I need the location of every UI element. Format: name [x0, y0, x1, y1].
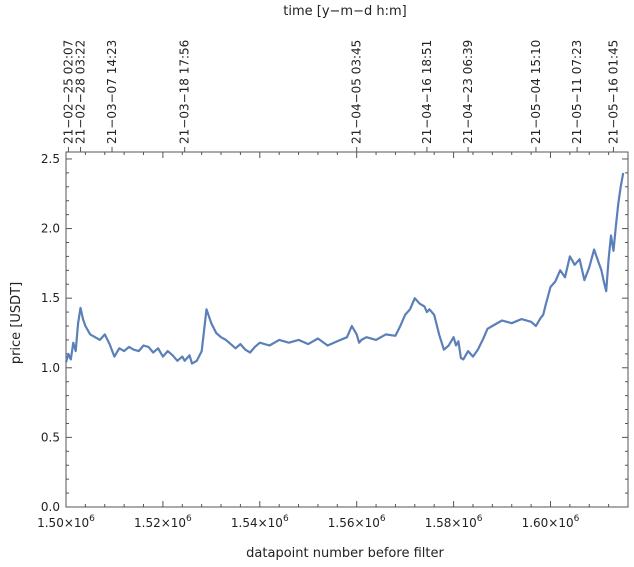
y-axis-ticks: 0.0 0.5 1.0 1.5 2.0 2.5 — [41, 152, 628, 514]
top-tick-label: 21−03−18 17:56 — [178, 40, 192, 144]
y-tick-label: 1.0 — [41, 361, 60, 375]
top-tick-label: 21−05−16 01:45 — [606, 40, 620, 144]
y-tick-label: 2.0 — [41, 222, 60, 236]
x-tick-label: 1.58×106 — [425, 514, 483, 530]
plot-border — [65, 151, 629, 508]
top-tick-label: 21−04−23 06:39 — [461, 40, 475, 144]
x-tick-label: 1.60×106 — [522, 514, 580, 530]
plot-frame — [65, 151, 629, 508]
x-tick-label: 1.56×106 — [328, 514, 386, 530]
x-tick-label: 1.50×106 — [37, 514, 95, 530]
top-tick-label: 21−03−07 14:23 — [105, 40, 119, 144]
price-series-line — [64, 172, 625, 365]
y-tick-label: 0.0 — [41, 500, 60, 514]
top-tick-label: 21−04−05 03:45 — [350, 40, 364, 144]
x-axis-ticks: 1.50×106 1.52×106 1.54×106 1.56×106 1.58×106… — [37, 152, 629, 530]
x-tick-label: 1.54×106 — [231, 514, 289, 530]
y-tick-label: 1.5 — [41, 291, 60, 305]
top-tick-label: 21−04−16 18:51 — [420, 40, 434, 144]
x-axis-label: datapoint number before filter — [246, 546, 444, 561]
top-tick-label: 21−02−28 03:22 — [74, 40, 88, 144]
top-axis-label: time [y−m−d h:m] — [283, 4, 406, 19]
y-tick-label: 0.5 — [41, 430, 60, 444]
y-axis-label: price [USDT] — [9, 282, 24, 364]
top-tick-label: 21−02−25 02:07 — [61, 40, 75, 144]
y-tick-label: 2.5 — [41, 152, 60, 166]
series-layer — [64, 172, 625, 365]
top-tick-label: 21−05−04 15:10 — [529, 40, 543, 144]
x-tick-label: 1.52×106 — [134, 514, 192, 530]
top-tick-label: 21−05−11 07:23 — [570, 40, 584, 144]
